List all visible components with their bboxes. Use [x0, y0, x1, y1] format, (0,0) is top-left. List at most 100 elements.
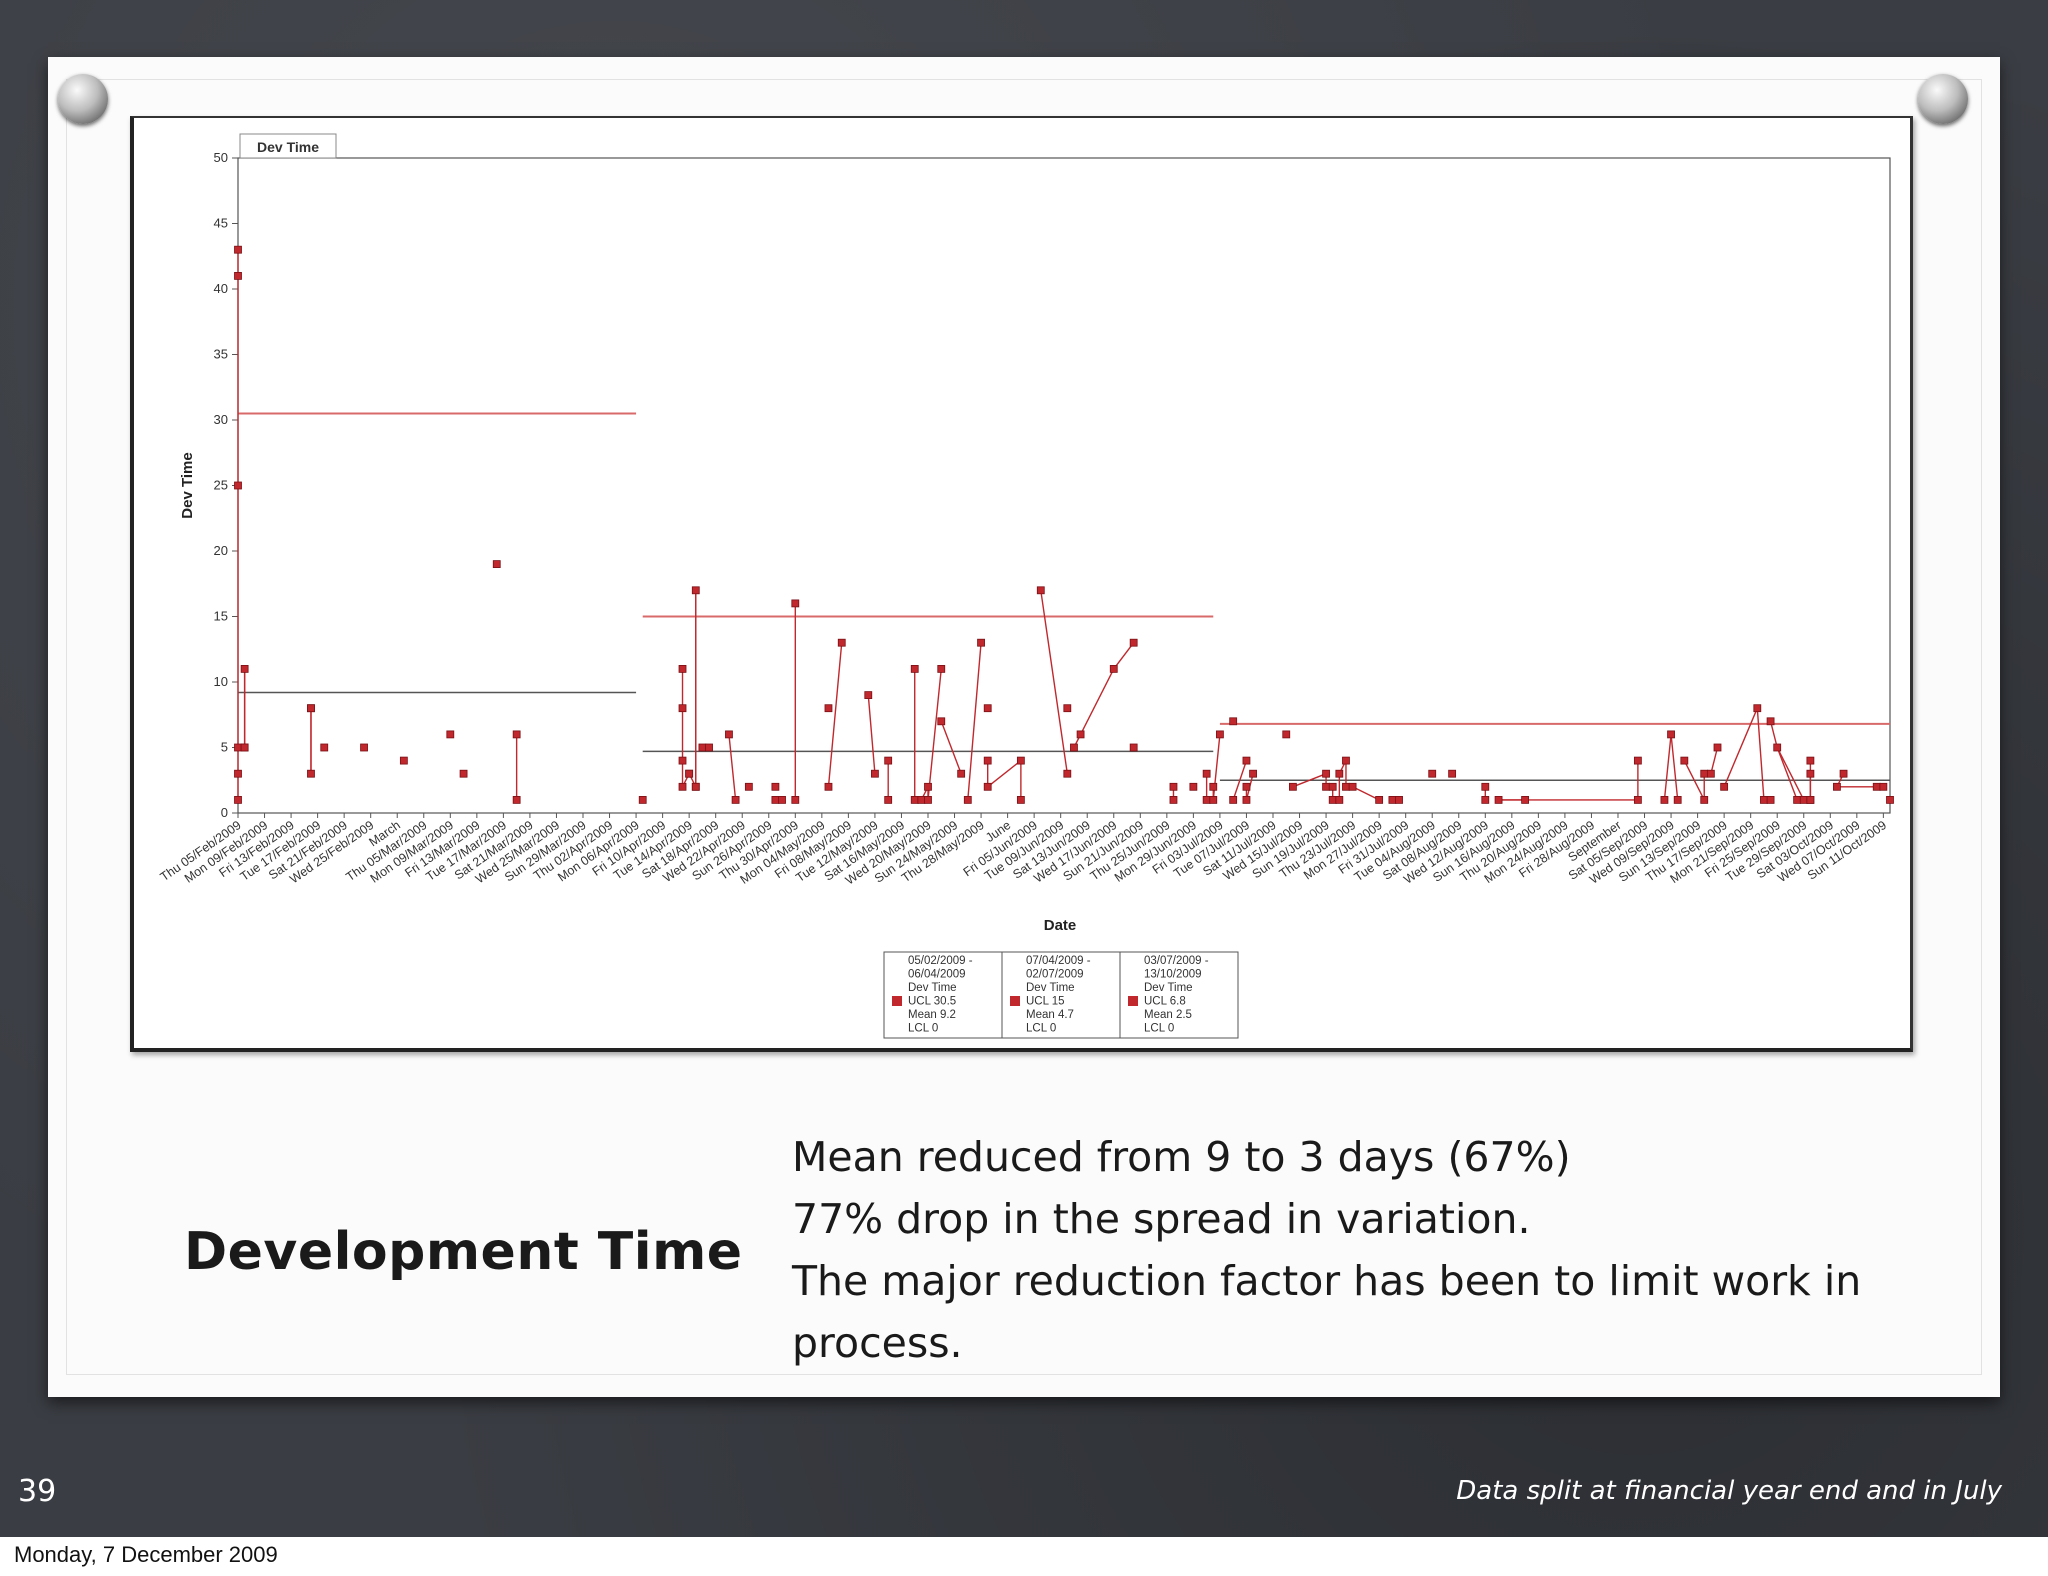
data-point [1109, 665, 1118, 673]
series-line [1670, 734, 1679, 800]
data-point [1328, 796, 1337, 804]
chart-axes: Dev Time 0 5 10 15 20 25 30 35 40 45 50 Dev Time Date [179, 133, 1891, 934]
y-tick-label: 45 [214, 216, 228, 231]
data-point [1680, 756, 1689, 765]
data-point [910, 665, 919, 673]
data-point [1753, 704, 1762, 713]
data-point [1521, 796, 1530, 804]
data-point [685, 769, 694, 778]
series-line [1769, 721, 1778, 748]
data-point [320, 743, 329, 752]
y-tick-label: 10 [214, 674, 228, 689]
data-point [778, 796, 786, 804]
legend-text: 13/10/2009 [1144, 969, 1202, 981]
data-point [1036, 586, 1045, 595]
legend-cell [1119, 951, 1239, 1039]
data-point [791, 796, 800, 804]
series-tab [239, 133, 337, 159]
data-point [1706, 769, 1715, 778]
data-point [1242, 796, 1251, 804]
data-point [963, 796, 972, 804]
plot-area [237, 157, 1891, 814]
data-point [1209, 782, 1218, 791]
data-point [446, 730, 455, 739]
data-point [957, 769, 966, 778]
legend-text: Dev Time [1144, 982, 1193, 994]
data-point [1494, 796, 1503, 804]
data-point [1322, 782, 1330, 791]
data-point [1481, 796, 1490, 804]
y-axis-label: Dev Time [179, 452, 196, 518]
series-line [1756, 708, 1765, 800]
data-point [1348, 782, 1357, 791]
data-point [459, 769, 468, 778]
data-point [240, 743, 249, 752]
data-point [1633, 756, 1642, 765]
data-point [492, 560, 501, 569]
data-point [983, 782, 992, 791]
data-point [1713, 743, 1722, 752]
y-tick-label: 0 [221, 805, 228, 820]
data-point [1202, 796, 1211, 804]
series-line [1352, 786, 1380, 801]
data-point [307, 769, 315, 778]
data-point [1189, 782, 1198, 791]
data-point [1839, 769, 1848, 778]
legend-cell [1001, 951, 1121, 1039]
paper-border [66, 79, 1982, 1375]
legend-cell [883, 951, 1003, 1039]
legend-text: 03/07/2009 - [1144, 955, 1209, 967]
y-tick-label: 30 [214, 412, 228, 427]
data-point [1016, 796, 1025, 804]
data-point [744, 782, 753, 791]
legend-text: 07/04/2009 - [1026, 955, 1091, 967]
data-point [1886, 796, 1894, 804]
print-date: Monday, 7 December 2009 [14, 1542, 278, 1567]
data-point [1395, 796, 1403, 804]
legend-text: UCL 6.8 [1144, 996, 1186, 1008]
legend-text: Mean 9.2 [908, 1009, 956, 1021]
data-point [937, 665, 946, 673]
series-line [1232, 760, 1248, 801]
data-point [824, 704, 833, 713]
data-point [1481, 782, 1490, 791]
data-point [705, 743, 713, 752]
y-tick-label: 15 [214, 609, 228, 624]
data-point [983, 756, 992, 765]
data-point [1282, 730, 1291, 739]
data-point [1766, 796, 1775, 804]
legend-text: Dev Time [1026, 982, 1075, 994]
data-point [1806, 769, 1815, 778]
data-point [871, 769, 879, 778]
series-line [1663, 734, 1672, 800]
data-point [791, 599, 800, 608]
y-tick-label: 40 [214, 281, 228, 296]
y-tick-label: 50 [214, 150, 228, 165]
legend-text: Mean 4.7 [1026, 1009, 1074, 1021]
series-line [867, 695, 876, 774]
data-point [678, 665, 687, 673]
legend-text: LCL 0 [1026, 1023, 1056, 1035]
y-tick-label: 20 [214, 543, 228, 558]
data-point [1328, 782, 1337, 791]
data-point [1169, 796, 1178, 804]
data-point [1879, 782, 1888, 791]
series-line [1723, 707, 1758, 788]
data-point [837, 638, 846, 647]
series-line [1776, 747, 1805, 801]
control-limits [238, 412, 1890, 814]
data-point [512, 796, 521, 804]
data-point [864, 691, 873, 699]
data-point [1063, 769, 1072, 778]
series-line [940, 721, 962, 774]
data-point [771, 796, 780, 804]
data-point [1773, 743, 1782, 752]
series-line [1776, 747, 1798, 801]
data-point [1322, 769, 1330, 778]
data-point [924, 796, 932, 804]
note-line: process. [792, 1319, 963, 1367]
pushpin-icon [58, 74, 108, 124]
dev-time-control-chart: Dev Time 0 5 10 15 20 25 30 35 40 45 50 Dev Time Date… [158, 133, 1894, 1039]
data-point [1342, 782, 1350, 791]
data-point [731, 796, 740, 804]
